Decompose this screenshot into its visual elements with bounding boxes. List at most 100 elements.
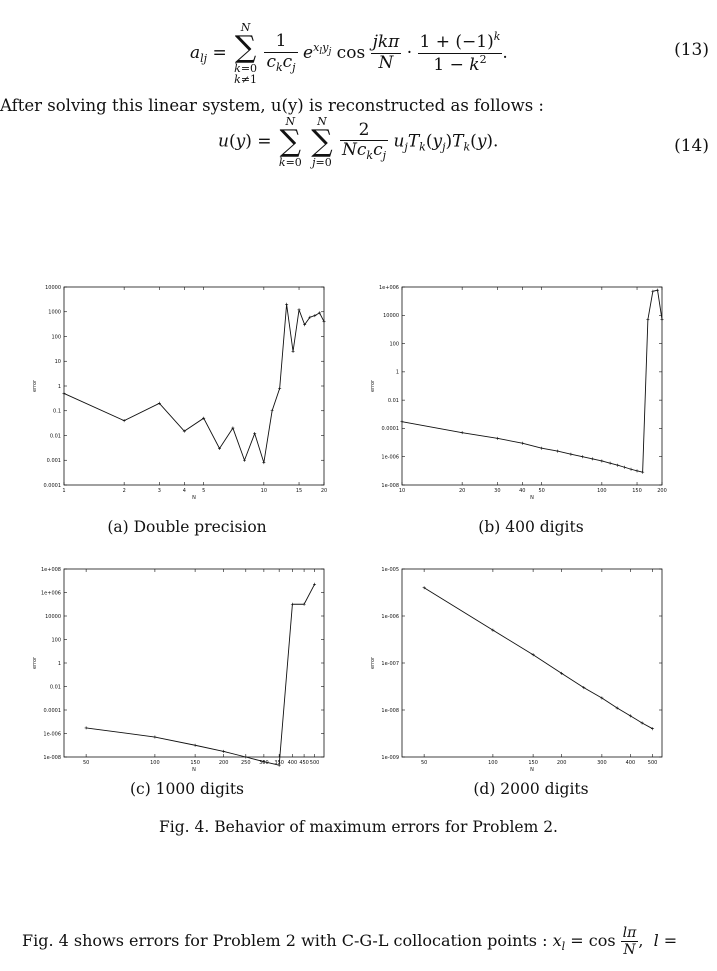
data-point [616,463,620,467]
x-tick-label: 200 [657,488,667,494]
data-point [531,653,535,657]
data-point [623,465,627,469]
data-point [608,461,612,465]
x-tick-label: 500 [648,760,658,766]
y-tick-label: 10000 [383,313,399,319]
data-point [540,446,544,450]
data-point [615,706,619,710]
chart-d-svg: 50 100 150 200 300 400 500 1e-009 1e-008 1e-007 1e… [370,567,663,773]
x-tick-label: 50 [538,488,544,494]
y-tick-label: 1 [58,661,61,667]
y-tick-label: 1e+008 [41,567,61,573]
y-tick-label: 10 [55,359,61,365]
data-point [660,318,664,322]
data-point [62,391,66,395]
x-tick-label: 150 [190,760,200,766]
data-point [285,302,289,306]
data-point [400,420,404,424]
data-point [640,721,644,725]
x-tick-label: 20 [459,488,465,494]
data-point [322,320,326,324]
y-tick-label: 1e-008 [43,755,61,761]
series-line [401,289,663,473]
data-point [491,628,495,632]
y-tick-label: 1 [396,370,399,376]
data-point [635,469,639,473]
y-tick-label: 1000 [48,310,61,316]
y-axis-label: error [32,656,38,669]
x-tick-label: 500 [310,760,320,766]
chart-a: 1 2 3 4 5 10 15 20 0.0001 0.001 0.01 0.1 1 10 100 1000 1… [30,283,330,509]
data-point [569,452,573,456]
data-point [277,763,281,767]
chart-d: 50 100 150 200 300 400 500 1e-009 1e-008 1e-007 1e… [368,565,668,781]
equation-14: u(y) = N ∑ k=0 N ∑ j=0 2 Nckcj ujTk(yj)Tk(y). [218,115,499,169]
y-tick-label: 1e-005 [381,567,399,573]
data-point [242,458,246,462]
data-point [460,431,464,435]
data-point [244,755,248,759]
data-point [646,318,650,322]
data-point [157,401,161,405]
plot-frame [401,286,663,486]
y-axis-label: error [370,379,376,392]
y-tick-label: 1e+006 [41,590,61,596]
data-point [560,671,564,675]
data-point [290,602,294,606]
x-tick-label: 20 [321,488,327,494]
data-point [651,727,655,731]
x-tick-label: 30 [494,488,500,494]
y-tick-label: 1e-006 [381,614,399,620]
data-point [231,426,235,430]
x-tick-label: 150 [632,488,642,494]
data-point [651,289,655,293]
x-tick-label: 2 [123,488,126,494]
y-tick-label: 0.0001 [382,426,400,432]
y-tick-label: 100 [51,334,61,340]
y-tick-label: 0.1 [53,409,61,415]
chart-c-svg: 501001502002503003504004505001e-0081e-00… [32,567,325,773]
data-point [600,696,604,700]
data-point [641,470,645,474]
chart-a-caption: (a) Double precision [107,518,267,536]
bottom-text-body: Fig. 4 shows errors for Problem 2 with C… [22,931,548,951]
data-point [556,449,560,453]
equation-13: alj = N ∑ k=0 k≠1 1 ckcj exlyj cos jkπ N · 1 … [190,21,508,86]
plot-frame [63,286,325,486]
plot-frame [63,568,325,758]
x-tick-label: 100 [597,488,607,494]
data-point [313,314,317,318]
x-tick-label: 100 [488,760,498,766]
y-tick-label: 0.001 [47,458,61,464]
chart-a-svg: 1 2 3 4 5 10 15 20 0.0001 0.001 0.01 0.1 1 10 100 1000 1… [32,285,327,501]
x-tick-label: 10 [399,488,405,494]
data-point [222,749,226,753]
data-point [193,743,197,747]
x-axis-label: N [192,495,196,501]
series-line [86,584,315,766]
series-line [63,304,325,463]
y-tick-label: 0.01 [388,398,399,404]
x-tick-label: 1 [62,488,65,494]
plot-frame [401,568,663,758]
x-axis-label: N [192,767,196,773]
data-point [629,467,633,471]
data-point [297,308,301,312]
y-tick-label: 10000 [45,614,61,620]
data-point [591,457,595,461]
x-tick-label: 200 [557,760,567,766]
data-point [302,602,306,606]
y-tick-label: 0.01 [50,433,61,439]
y-tick-label: 100 [51,637,61,643]
x-tick-label: 300 [597,760,607,766]
y-tick-label: 1e-009 [381,755,399,761]
data-point [202,416,206,420]
y-tick-label: 1e-008 [381,483,399,489]
y-axis-label: error [370,656,376,669]
chart-c-caption: (c) 1000 digits [129,780,245,798]
x-tick-label: 250 [241,760,251,766]
y-tick-label: 100 [389,341,399,347]
data-point [580,455,584,459]
chart-b-caption: (b) 400 digits [478,518,584,536]
data-point [520,441,524,445]
